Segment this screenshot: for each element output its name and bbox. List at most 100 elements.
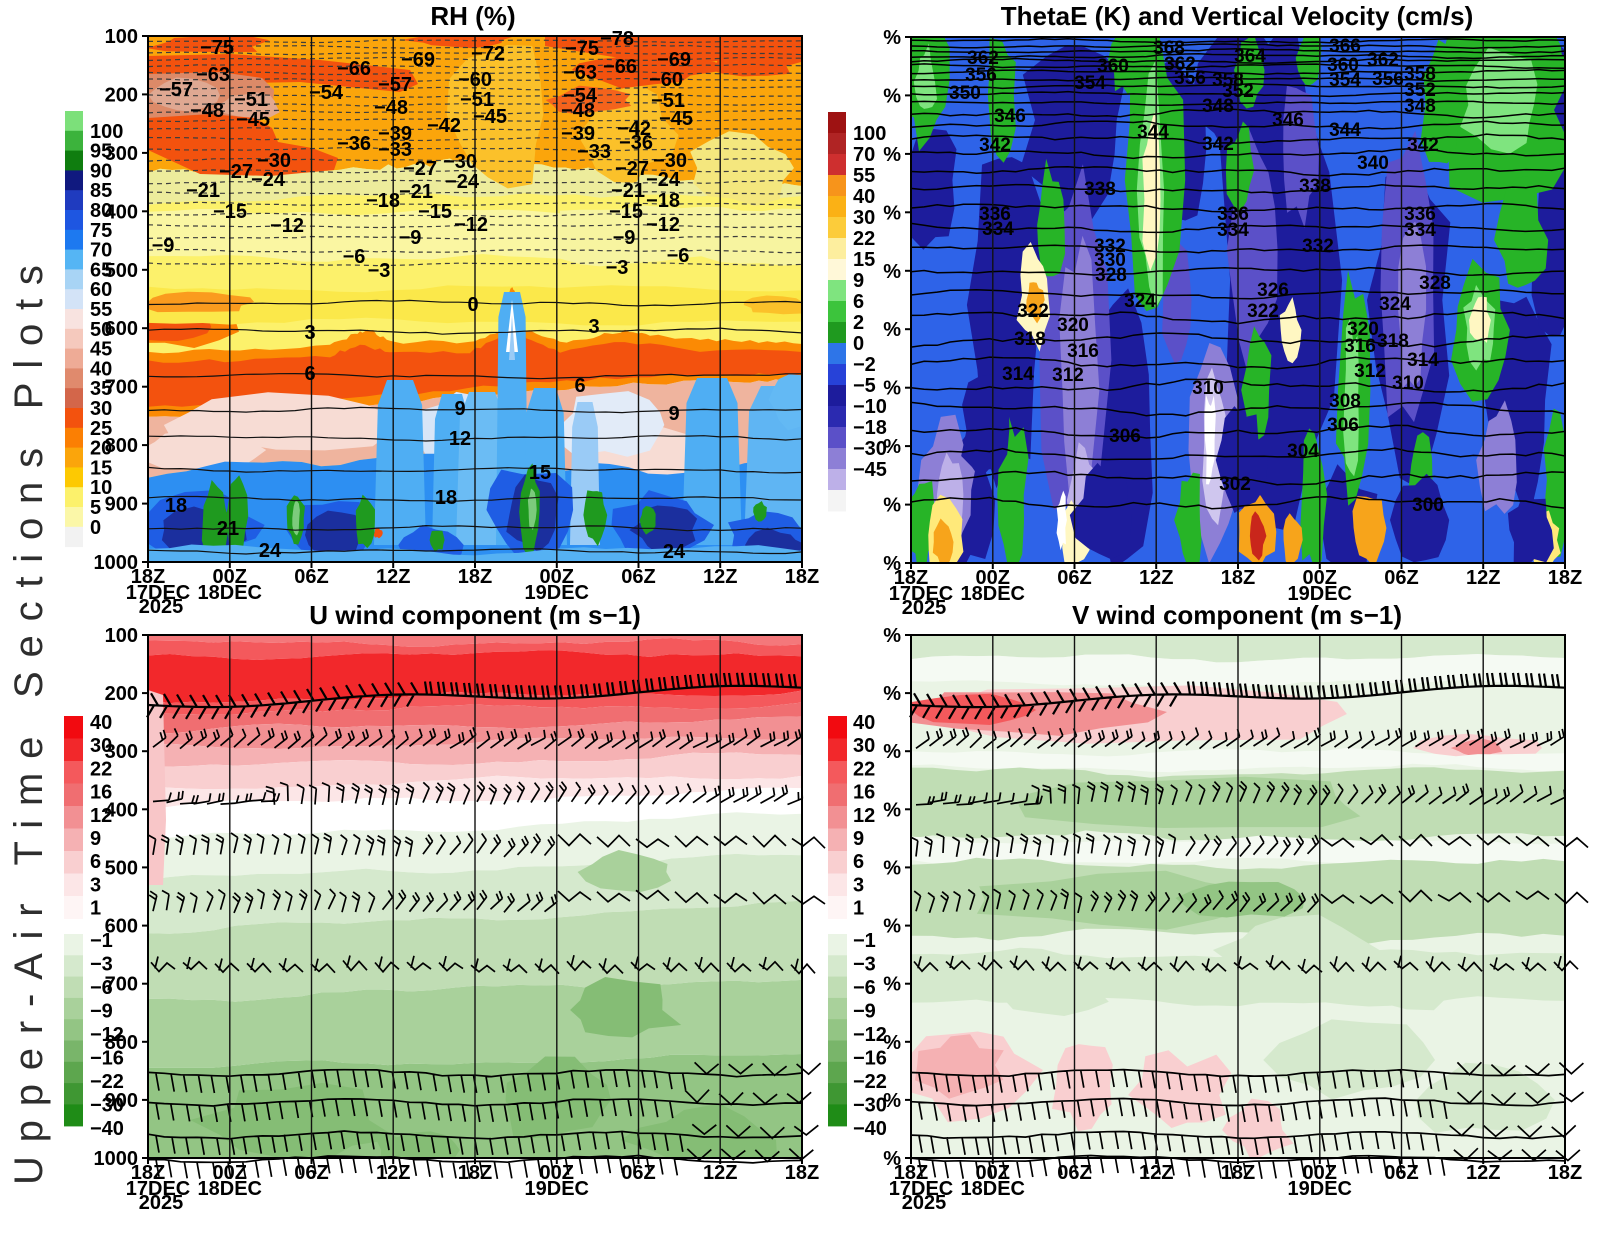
svg-text:−18: −18 bbox=[853, 417, 887, 439]
svg-text:−48: −48 bbox=[374, 97, 408, 119]
svg-text:310: 310 bbox=[1392, 373, 1424, 394]
svg-text:304: 304 bbox=[1287, 441, 1319, 462]
svg-text:12: 12 bbox=[90, 805, 112, 827]
svg-text:3: 3 bbox=[588, 316, 599, 338]
svg-text:−33: −33 bbox=[378, 139, 412, 161]
svg-text:362: 362 bbox=[967, 48, 999, 69]
svg-text:40: 40 bbox=[90, 358, 112, 380]
svg-text:−72: −72 bbox=[471, 43, 505, 65]
svg-text:346: 346 bbox=[1272, 110, 1304, 131]
svg-text:−12: −12 bbox=[454, 214, 488, 236]
svg-text:18Z: 18Z bbox=[785, 566, 819, 588]
svg-text:200: 200 bbox=[105, 84, 138, 106]
svg-text:9: 9 bbox=[668, 403, 679, 425]
svg-text:−30: −30 bbox=[443, 151, 477, 173]
svg-text:18Z: 18Z bbox=[1221, 1162, 1255, 1184]
svg-text:368: 368 bbox=[1153, 38, 1185, 59]
svg-text:−22: −22 bbox=[90, 1071, 124, 1093]
svg-text:40: 40 bbox=[853, 712, 875, 734]
svg-text:348: 348 bbox=[1202, 96, 1234, 117]
svg-text:306: 306 bbox=[1327, 415, 1359, 436]
svg-text:6: 6 bbox=[574, 375, 585, 397]
svg-text:V wind component (m s−1): V wind component (m s−1) bbox=[1072, 600, 1402, 630]
svg-text:−18: −18 bbox=[646, 190, 680, 212]
svg-text:316: 316 bbox=[1344, 336, 1376, 357]
svg-text:312: 312 bbox=[1052, 365, 1084, 386]
svg-text:−6: −6 bbox=[343, 246, 366, 268]
svg-text:−45: −45 bbox=[853, 459, 887, 481]
svg-text:−33: −33 bbox=[577, 141, 611, 163]
svg-text:18DEC: 18DEC bbox=[198, 582, 262, 604]
svg-text:1000: 1000 bbox=[94, 552, 139, 574]
svg-text:17DEC: 17DEC bbox=[126, 582, 190, 604]
svg-text:06Z: 06Z bbox=[1384, 567, 1418, 589]
svg-text:19DEC: 19DEC bbox=[525, 582, 589, 604]
svg-text:−12: −12 bbox=[853, 1024, 887, 1046]
svg-text:06Z: 06Z bbox=[621, 1162, 655, 1184]
svg-text:−63: −63 bbox=[196, 64, 230, 86]
svg-text:350: 350 bbox=[949, 83, 981, 104]
svg-text:60: 60 bbox=[90, 279, 112, 301]
svg-text:352: 352 bbox=[1404, 80, 1436, 101]
svg-text:00Z: 00Z bbox=[213, 566, 247, 588]
svg-text:352: 352 bbox=[1222, 81, 1254, 102]
svg-text:%: % bbox=[883, 974, 901, 996]
svg-text:−6: −6 bbox=[853, 977, 876, 999]
svg-text:−2: −2 bbox=[853, 354, 876, 376]
svg-text:−51: −51 bbox=[234, 89, 268, 111]
svg-text:0: 0 bbox=[467, 294, 478, 316]
svg-text:−36: −36 bbox=[337, 133, 371, 155]
svg-text:35: 35 bbox=[90, 378, 112, 400]
svg-text:−66: −66 bbox=[603, 56, 637, 78]
svg-text:17DEC: 17DEC bbox=[126, 1178, 190, 1200]
svg-text:−15: −15 bbox=[609, 201, 643, 223]
svg-text:312: 312 bbox=[1354, 361, 1386, 382]
svg-text:346: 346 bbox=[994, 106, 1026, 127]
svg-text:−27: −27 bbox=[615, 158, 649, 180]
svg-text:00Z: 00Z bbox=[540, 566, 574, 588]
svg-text:336: 336 bbox=[1404, 204, 1436, 225]
svg-text:−15: −15 bbox=[213, 201, 247, 223]
svg-text:12Z: 12Z bbox=[376, 566, 410, 588]
svg-text:18DEC: 18DEC bbox=[961, 1178, 1025, 1200]
svg-text:%: % bbox=[883, 85, 901, 107]
svg-text:17DEC: 17DEC bbox=[889, 583, 953, 605]
svg-text:12Z: 12Z bbox=[1139, 1162, 1173, 1184]
svg-text:800: 800 bbox=[105, 435, 138, 457]
svg-text:%: % bbox=[883, 495, 901, 517]
svg-text:18Z: 18Z bbox=[1221, 567, 1255, 589]
svg-text:3: 3 bbox=[90, 874, 101, 896]
svg-text:%: % bbox=[883, 27, 901, 49]
svg-text:18Z: 18Z bbox=[458, 1162, 492, 1184]
svg-text:6: 6 bbox=[853, 291, 864, 313]
svg-text:−22: −22 bbox=[853, 1071, 887, 1093]
svg-text:−60: −60 bbox=[649, 69, 683, 91]
svg-text:06Z: 06Z bbox=[621, 566, 655, 588]
svg-text:−6: −6 bbox=[667, 245, 690, 267]
svg-text:12Z: 12Z bbox=[1466, 1162, 1500, 1184]
svg-text:300: 300 bbox=[105, 143, 138, 165]
svg-text:−51: −51 bbox=[460, 89, 494, 111]
svg-text:40: 40 bbox=[853, 186, 875, 208]
svg-text:22: 22 bbox=[853, 228, 875, 250]
svg-text:%: % bbox=[883, 319, 901, 341]
svg-text:306: 306 bbox=[1109, 426, 1141, 447]
svg-text:−3: −3 bbox=[368, 260, 391, 282]
svg-text:15: 15 bbox=[853, 249, 875, 271]
svg-text:500: 500 bbox=[105, 857, 138, 879]
svg-text:334: 334 bbox=[1404, 220, 1436, 241]
svg-text:400: 400 bbox=[105, 799, 138, 821]
svg-text:100: 100 bbox=[105, 625, 138, 647]
svg-text:358: 358 bbox=[1404, 64, 1436, 85]
svg-text:2025: 2025 bbox=[902, 597, 947, 619]
svg-text:500: 500 bbox=[105, 260, 138, 282]
svg-text:18Z: 18Z bbox=[131, 1162, 165, 1184]
svg-text:324: 324 bbox=[1379, 294, 1411, 315]
svg-text:−3: −3 bbox=[853, 954, 876, 976]
svg-text:21: 21 bbox=[217, 518, 239, 540]
svg-text:900: 900 bbox=[105, 1090, 138, 1112]
svg-text:356: 356 bbox=[1174, 68, 1206, 89]
svg-text:90: 90 bbox=[90, 160, 112, 182]
svg-text:342: 342 bbox=[1202, 134, 1234, 155]
svg-text:400: 400 bbox=[105, 201, 138, 223]
